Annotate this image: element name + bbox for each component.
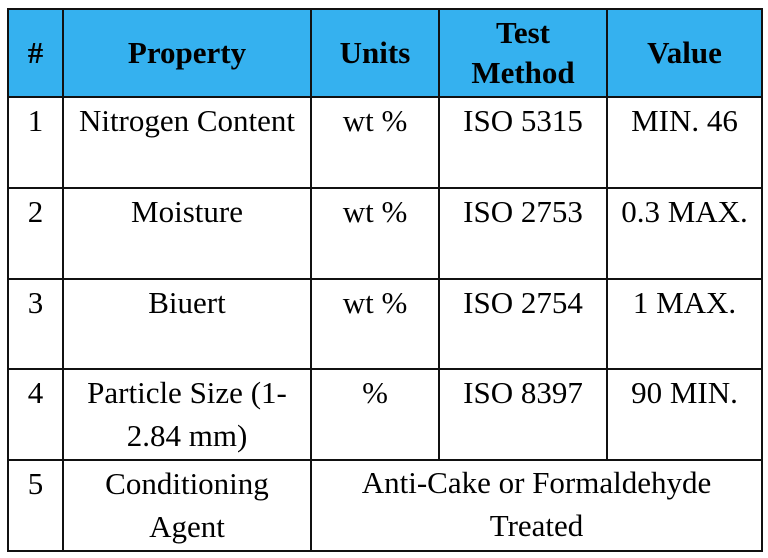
units-cell: wt % (310, 186, 440, 280)
row-number: 1 (7, 96, 64, 189)
row-number: 2 (7, 186, 64, 280)
row-number: 5 (7, 459, 64, 552)
value-cell: MIN. 46 (606, 96, 763, 189)
table-row: 2 Moisture wt % ISO 2753 0.3 MAX. (7, 186, 763, 280)
row-number: 4 (7, 368, 64, 462)
property-cell: Particle Size (1-2.84 mm) (62, 368, 312, 462)
property-cell: Moisture (62, 186, 312, 280)
property-cell: Nitrogen Content (62, 96, 312, 189)
specification-table: # Property Units Test Method Value 1 Nit… (7, 8, 763, 552)
test-method-cell: ISO 2754 (438, 277, 608, 371)
test-method-cell: ISO 8397 (438, 368, 608, 462)
value-cell: 1 MAX. (606, 277, 763, 371)
value-cell: 90 MIN. (606, 368, 763, 462)
merged-note-cell: Anti-Cake or Formaldehyde Treated (310, 459, 763, 552)
header-property: Property (62, 8, 312, 98)
header-number: # (7, 8, 64, 98)
table-row: 4 Particle Size (1-2.84 mm) % ISO 8397 9… (7, 368, 763, 462)
property-cell: Biuert (62, 277, 312, 371)
header-units: Units (310, 8, 440, 98)
test-method-cell: ISO 2753 (438, 186, 608, 280)
table-row: 5 Conditioning Agent Anti-Cake or Formal… (7, 459, 763, 552)
value-cell: 0.3 MAX. (606, 186, 763, 280)
test-method-cell: ISO 5315 (438, 96, 608, 189)
header-test-method: Test Method (438, 8, 608, 98)
units-cell: wt % (310, 96, 440, 189)
units-cell: wt % (310, 277, 440, 371)
row-number: 3 (7, 277, 64, 371)
header-row: # Property Units Test Method Value (7, 8, 763, 98)
units-cell: % (310, 368, 440, 462)
property-cell: Conditioning Agent (62, 459, 312, 552)
table-row: 1 Nitrogen Content wt % ISO 5315 MIN. 46 (7, 96, 763, 189)
table-row: 3 Biuert wt % ISO 2754 1 MAX. (7, 277, 763, 371)
header-value: Value (606, 8, 763, 98)
